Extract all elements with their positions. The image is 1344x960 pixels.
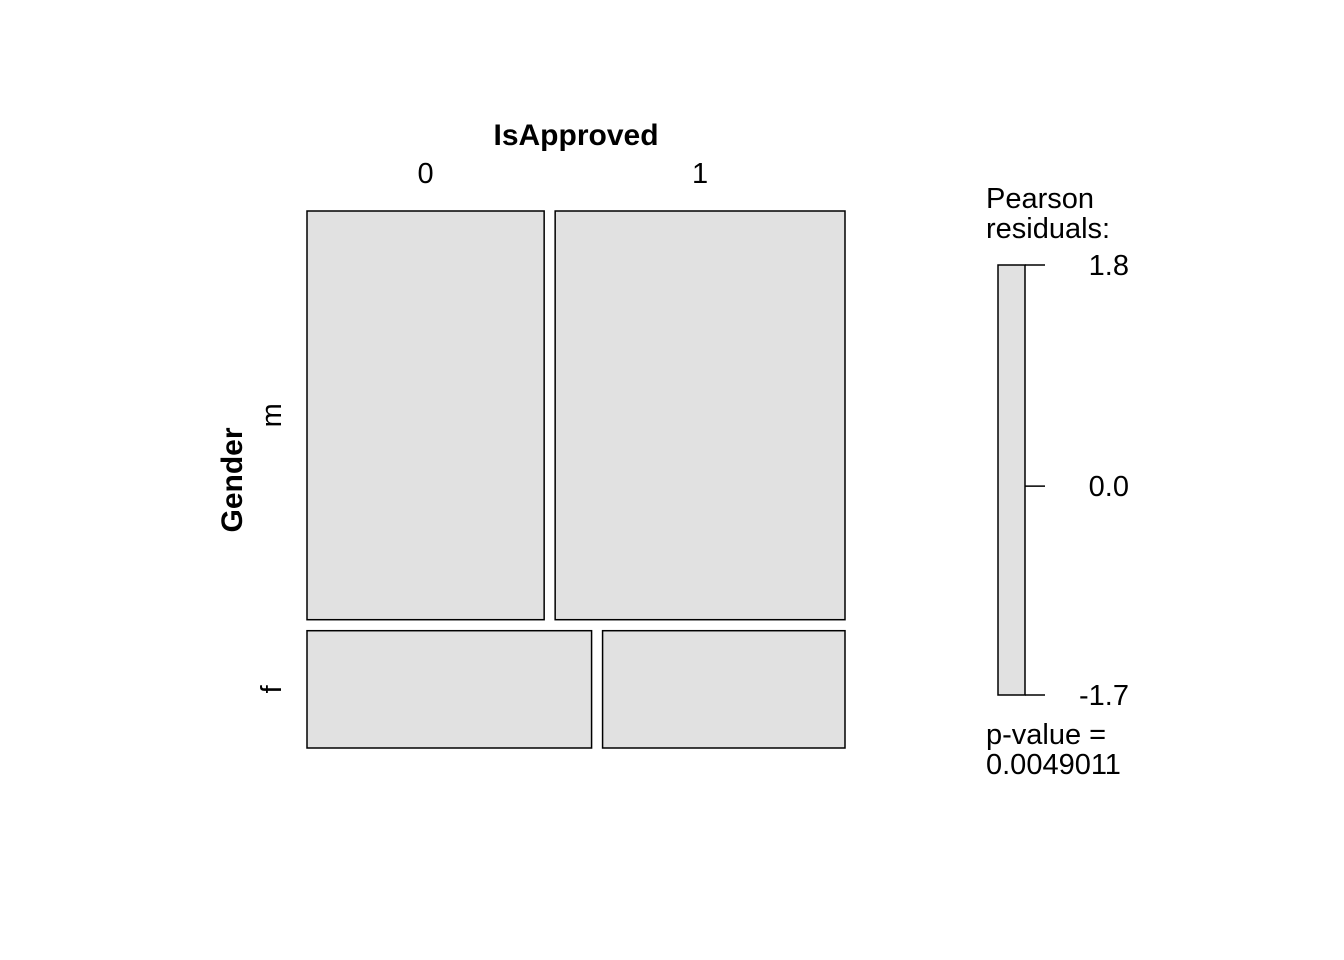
mosaic-tiles [306,210,846,749]
tile-f-1 [601,629,846,749]
col-variable-label: IsApproved [493,119,658,152]
row-level-label-f: f [256,684,288,693]
row-level-label-m: m [256,403,288,427]
legend-color-bar [997,264,1026,696]
tile-m-0 [306,210,545,621]
tile-m-1 [554,210,846,621]
row-variable-label: Gender [216,427,249,532]
legend-ticks: 1.8 0.0 -1.7 [1025,250,1129,712]
legend-tick-label: 0.0 [1089,471,1129,503]
row-level-labels: mf [256,403,288,693]
legend-title-line2: residuals: [986,213,1110,245]
legend-tick-label: -1.7 [1079,680,1129,712]
legend-title-line1: Pearson [986,183,1094,215]
residuals-legend: Pearson residuals: 1.80.0-1.7 p-value = … [986,183,1129,781]
col-level-label-1: 1 [692,158,708,190]
pvalue-line1: p-value = [986,719,1106,751]
legend-tick-label: 1.8 [1089,250,1129,282]
pvalue-line2: 0.0049011 [986,749,1121,781]
col-level-label-0: 0 [418,158,434,190]
tile-f-0 [306,629,593,749]
